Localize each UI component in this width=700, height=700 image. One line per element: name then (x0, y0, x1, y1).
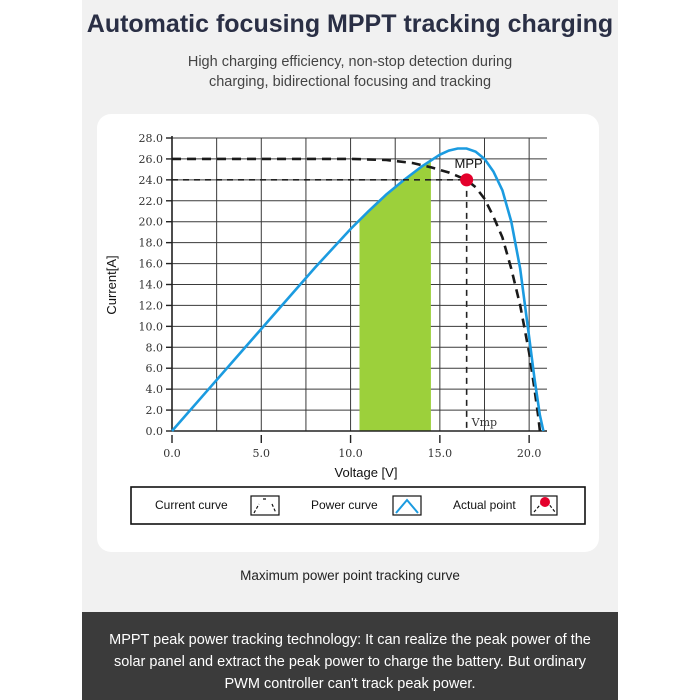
footer-line-3: PWM controller can't track peak power. (224, 676, 476, 692)
legend-label-current: Current curve (155, 498, 228, 512)
y-tick-label: 14.0 (139, 279, 164, 292)
y-axis-label: Current[A] (104, 255, 119, 314)
x-tick-label: 10.0 (338, 447, 363, 460)
y-tick-label: 24.0 (139, 174, 164, 187)
current-curve-line (172, 157, 542, 432)
y-tick-label: 10.0 (139, 320, 164, 333)
current-curve-legend-icon (250, 495, 280, 516)
y-tick-label: 8.0 (146, 341, 164, 354)
footer-line-2: solar panel and extract the peak power t… (113, 654, 587, 670)
footer-banner (82, 612, 618, 700)
legend-box (130, 486, 586, 525)
vmp-label: Vmp (471, 416, 497, 429)
subtitle-line-1: High charging efficiency, non-stop detec… (187, 54, 513, 70)
subtitle-line-2: charging, bidirectional focusing and tra… (208, 74, 492, 90)
green-region-layer (359, 160, 431, 431)
y-tick-label: 0.0 (146, 425, 164, 438)
chart-axes (166, 136, 547, 443)
series-layer (171, 147, 545, 432)
chart-card (97, 114, 599, 552)
y-tick-label: 12.0 (139, 299, 164, 312)
y-tick-label: 22.0 (139, 195, 164, 208)
tick-labels: 0.0 2.0 4.0 6.0 8.0 10.0 12.0 14.0 16.0 18.0 20.0 2… (139, 132, 542, 460)
page-subtitle: High charging efficiency, non-stop detec… (82, 52, 618, 92)
legend-label-actual-point: Actual point (453, 498, 516, 512)
y-tick-label: 16.0 (139, 258, 164, 271)
actual-point-legend-icon (530, 495, 558, 516)
y-tick-label: 4.0 (146, 383, 164, 396)
y-tick-label: 26.0 (139, 153, 164, 166)
mppt-chart: MPP Vmp 0.0 2.0 4.0 6.0 8.0 10.0 12.0 14.0 16.0 18… (104, 132, 586, 525)
y-tick-label: 18.0 (139, 237, 164, 250)
legend-label-power: Power curve (311, 498, 378, 512)
green-region (359, 160, 431, 431)
mpp-point (460, 173, 474, 187)
x-tick-label: 20.0 (517, 447, 542, 460)
chart-caption: Maximum power point tracking curve (240, 568, 460, 583)
legend: Current curve Power curve Actual point (130, 486, 586, 525)
mpp-layer: MPP Vmp (172, 156, 497, 431)
page-title: Automatic focusing MPPT tracking chargin… (86, 10, 614, 38)
x-tick-label: 15.0 (428, 447, 453, 460)
y-tick-label: 28.0 (139, 132, 164, 145)
footer-text: MPPT peak power tracking technology: It … (95, 629, 605, 695)
x-axis-label: Voltage [V] (335, 465, 398, 480)
y-tick-label: 2.0 (146, 404, 164, 417)
power-curve-line (171, 147, 545, 432)
x-tick-label: 5.0 (253, 447, 271, 460)
footer-line-1: MPPT peak power tracking technology: It … (109, 632, 591, 648)
x-tick-label: 0.0 (163, 447, 181, 460)
mpp-label: MPP (455, 156, 483, 171)
y-tick-label: 6.0 (146, 362, 164, 375)
y-tick-label: 20.0 (139, 216, 164, 229)
power-curve-legend-icon (392, 495, 422, 516)
